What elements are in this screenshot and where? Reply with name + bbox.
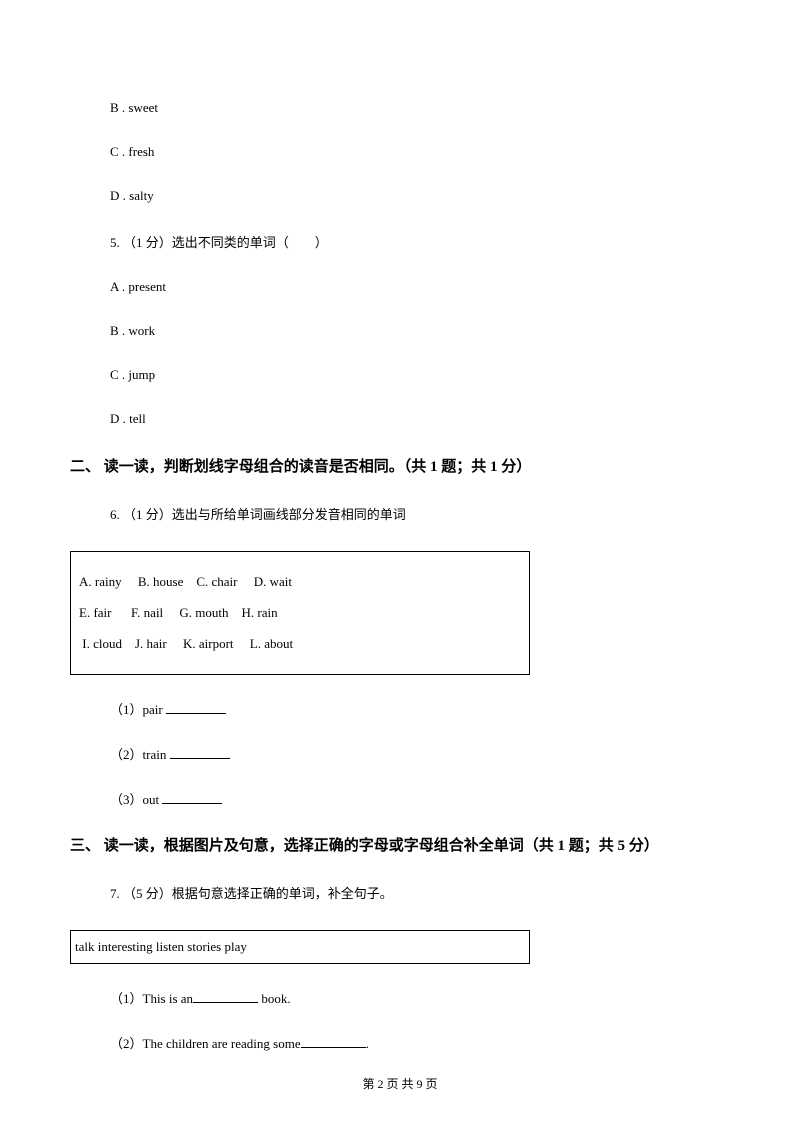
section3-heading: 三、 读一读，根据图片及句意，选择正确的字母或字母组合补全单词（共 1 题；共 … bbox=[70, 834, 730, 855]
page-footer: 第 2 页 共 9 页 bbox=[0, 1075, 800, 1092]
q5-option-d: D . tell bbox=[110, 411, 730, 427]
q6-sub3: （3）out bbox=[110, 789, 730, 808]
q6-sub2-label: （2）train bbox=[110, 747, 170, 762]
q6-sub1-label: （1）pair bbox=[110, 702, 166, 717]
q4-option-c: C . fresh bbox=[110, 144, 730, 160]
section2-heading: 二、 读一读，判断划线字母组合的读音是否相同。（共 1 题；共 1 分） bbox=[70, 455, 730, 476]
q5-option-b: B . work bbox=[110, 323, 730, 339]
q7-box-content: talk interesting listen stories play bbox=[75, 939, 247, 954]
q7-sub1: （1）This is an book. bbox=[110, 988, 730, 1007]
q6-stem: 6. （1 分）选出与所给单词画线部分发音相同的单词 bbox=[110, 504, 730, 523]
q5-option-c: C . jump bbox=[110, 367, 730, 383]
q4-option-d: D . salty bbox=[110, 188, 730, 204]
q5-option-a: A . present bbox=[110, 279, 730, 295]
q7-sub2: （2）The children are reading some. bbox=[110, 1033, 730, 1052]
q6-sub2-blank[interactable] bbox=[170, 747, 230, 759]
q4-option-b: B . sweet bbox=[110, 100, 730, 116]
q7-sub2-post: . bbox=[366, 1036, 369, 1051]
q7-sub1-pre: （1）This is an bbox=[110, 991, 193, 1006]
q7-word-box: talk interesting listen stories play bbox=[70, 930, 530, 964]
q6-sub2: （2）train bbox=[110, 744, 730, 763]
q7-sub1-blank[interactable] bbox=[193, 991, 258, 1003]
q6-sub1-blank[interactable] bbox=[166, 702, 226, 714]
q7-sub2-pre: （2）The children are reading some bbox=[110, 1036, 301, 1051]
q5-stem: 5. （1 分）选出不同类的单词（ ） bbox=[110, 232, 730, 251]
q6-sub3-label: （3）out bbox=[110, 792, 162, 807]
q6-sub3-blank[interactable] bbox=[162, 792, 222, 804]
q6-box-row3: I. cloud J. hair K. airport L. about bbox=[79, 628, 521, 659]
q7-stem: 7. （5 分）根据句意选择正确的单词，补全句子。 bbox=[110, 883, 730, 902]
q6-sub1: （1）pair bbox=[110, 699, 730, 718]
q6-word-box: A. rainy B. house C. chair D. wait E. fa… bbox=[70, 551, 530, 675]
q6-box-row1: A. rainy B. house C. chair D. wait bbox=[79, 566, 521, 597]
q7-sub1-post: book. bbox=[258, 991, 291, 1006]
q6-box-row2: E. fair F. nail G. mouth H. rain bbox=[79, 597, 521, 628]
q7-sub2-blank[interactable] bbox=[301, 1036, 366, 1048]
